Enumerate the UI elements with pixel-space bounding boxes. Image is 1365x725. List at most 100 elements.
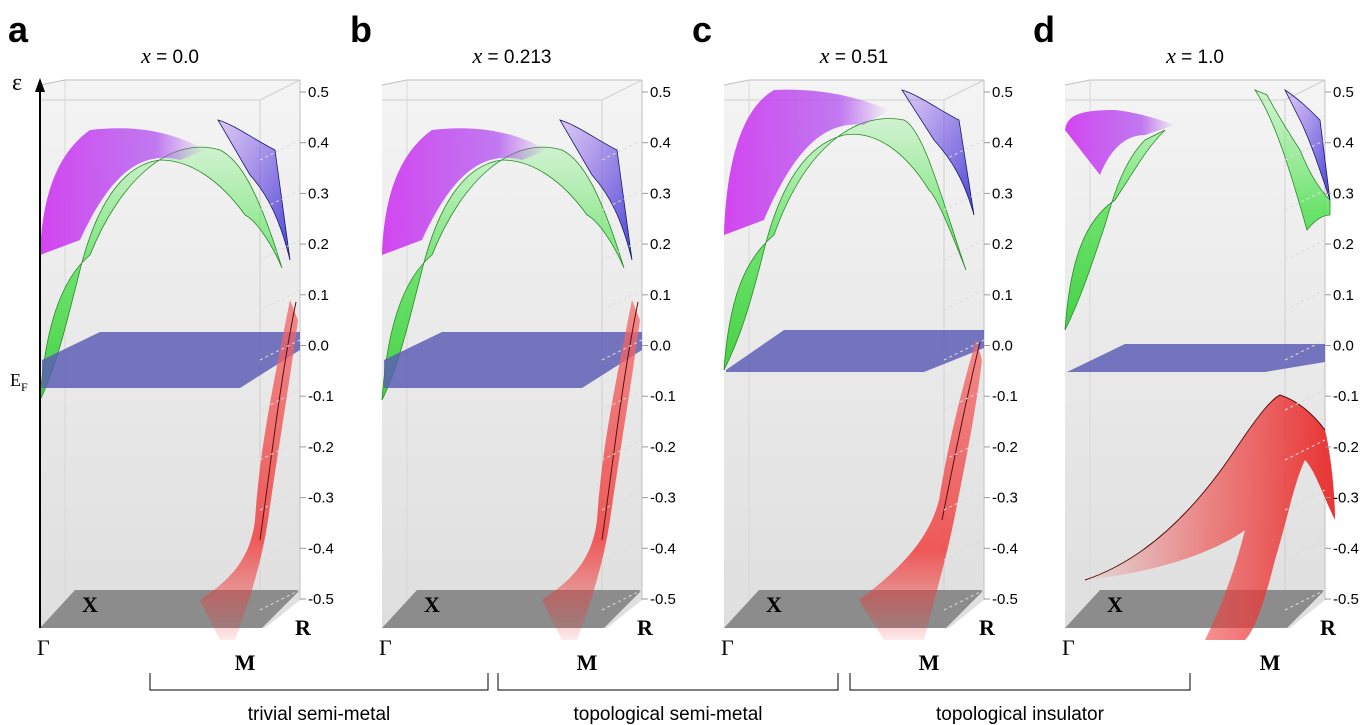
kpoint-gamma-label: Γ [37, 635, 50, 660]
conduction-band-magenta [1065, 110, 1175, 175]
right-wall-gridline [943, 239, 985, 261]
valence-band-red [859, 340, 982, 640]
right-wall-gridline [601, 239, 643, 261]
phase-bracket-line [149, 673, 489, 691]
conduction-band-magenta [40, 128, 205, 255]
energy-tick-label: 0.4 [1333, 135, 1354, 152]
right-wall-gridline [1284, 389, 1326, 411]
energy-tick-label: 0.0 [308, 338, 329, 355]
panel-b: 0.5 0.4 0.3 0.2 0.1 0.0 -0.1 -0.2 -0.3 -0.4 -0.5 b x… [350, 9, 676, 675]
kpoint-m-label: M [235, 650, 256, 675]
fermi-level-plane [384, 332, 642, 388]
kpoint-x-label: X [424, 592, 440, 617]
energy-tick-label: -0.1 [308, 388, 334, 405]
kpoint-m-label: M [1260, 650, 1281, 675]
valence-band-edge-line [941, 341, 981, 521]
right-wall-gridline [943, 589, 985, 611]
conduction-band-green [723, 118, 967, 371]
kpoint-x-label: X [766, 592, 782, 617]
kpoint-r-label: R [637, 615, 654, 640]
conduction-band-green [381, 146, 625, 401]
conduction-band-blue [217, 119, 291, 261]
right-wall-gridline [1284, 589, 1326, 611]
right-wall-gridline [601, 289, 643, 311]
energy-tick-label: -0.5 [650, 591, 676, 608]
energy-tick-label: -0.1 [1333, 388, 1359, 405]
energy-tick-label: -0.2 [308, 439, 334, 456]
right-wall-gridline [1284, 289, 1326, 311]
energy-tick-label: 0.4 [992, 135, 1013, 152]
energy-tick-label: -0.4 [1333, 540, 1359, 557]
energy-tick-label: -0.4 [650, 540, 676, 557]
energy-tick-label: -0.5 [1333, 591, 1359, 608]
right-wall-gridline [259, 439, 301, 461]
energy-tick-label: 0.2 [308, 236, 329, 253]
kpoint-r-label: R [1320, 615, 1337, 640]
energy-tick-label: 0.3 [1333, 185, 1354, 202]
kpoint-m-label: M [577, 650, 598, 675]
right-wall-gridline [1284, 189, 1326, 211]
fermi-level-plane [1067, 344, 1325, 372]
energy-tick-label: 0.5 [1333, 84, 1354, 101]
fermi-energy-label: EF [10, 370, 28, 394]
right-wall-gridline [259, 389, 301, 411]
fermi-level-plane [42, 332, 300, 388]
kpoint-gamma-label: Γ [721, 635, 734, 660]
phase-bracket: trivial semi-metal [149, 673, 489, 725]
kpoint-m-label: M [919, 650, 940, 675]
valence-band-red [1085, 395, 1335, 640]
energy-tick-label: -0.5 [992, 591, 1018, 608]
panel-letter: d [1033, 9, 1055, 50]
energy-tick-label: -0.2 [650, 439, 676, 456]
right-wall-gridline [259, 289, 301, 311]
energy-tick-label: 0.5 [308, 84, 329, 101]
conduction-band-blue [1283, 88, 1331, 201]
kpoint-r-label: R [979, 615, 996, 640]
doping-label: x = 0.0 [140, 43, 199, 68]
phase-label: topological insulator [936, 704, 1105, 725]
valence-band-edge-line [259, 301, 297, 541]
energy-tick-label: 0.1 [992, 287, 1013, 304]
panel-letter: a [8, 9, 29, 50]
right-wall-gridline [601, 489, 643, 511]
energy-tick-label: -0.2 [1333, 439, 1359, 456]
phase-label: topological semi-metal [573, 704, 762, 725]
panel-c: 0.5 0.4 0.3 0.2 0.1 0.0 -0.1 -0.2 -0.3 -0.4 -0.5 c x… [692, 9, 1018, 675]
phase-label: trivial semi-metal [248, 704, 391, 725]
phase-bracket-line [849, 673, 1191, 691]
conduction-band-green [1064, 89, 1331, 331]
right-wall-gridline [601, 189, 643, 211]
energy-tick-label: 0.2 [650, 236, 671, 253]
energy-axis-arrowhead [35, 78, 45, 92]
right-wall-gridline [601, 339, 643, 361]
right-wall-gridline [1284, 489, 1326, 511]
energy-tick-label: 0.5 [992, 84, 1013, 101]
right-wall-gridline [259, 189, 301, 211]
valence-band-edge-line [1084, 394, 1326, 581]
energy-tick-label: -0.1 [992, 388, 1018, 405]
conduction-band-blue [901, 89, 975, 216]
right-wall-gridline [259, 539, 301, 561]
energy-tick-label: -0.3 [1333, 490, 1359, 507]
right-wall-gridline [1284, 439, 1326, 461]
right-wall-gridline [601, 439, 643, 461]
valence-band-edge-line [601, 301, 639, 541]
right-wall-gridline [943, 289, 985, 311]
energy-tick-label: 0.5 [650, 84, 671, 101]
energy-axis-symbol: ε [12, 70, 22, 96]
right-wall-gridline [943, 439, 985, 461]
conduction-band-blue [559, 119, 633, 261]
panel-d: 0.5 0.4 0.3 0.2 0.1 0.0 -0.1 -0.2 -0.3 -0.4 -0.5 d x… [1033, 9, 1359, 675]
energy-tick-label: 0.0 [992, 338, 1013, 355]
energy-tick-label: 0.0 [650, 338, 671, 355]
right-wall-gridline [1284, 339, 1326, 361]
right-wall-gridline [601, 589, 643, 611]
panel-a: 0.5 0.4 0.3 0.2 0.1 0.0 -0.1 -0.2 -0.3 -0.4 -0.5 a x… [8, 9, 334, 675]
energy-tick-label: 0.1 [308, 287, 329, 304]
right-wall-gridline [943, 139, 985, 161]
fermi-level-plane [726, 330, 984, 372]
right-wall-gridline [1284, 139, 1326, 161]
kpoint-x-label: X [1107, 592, 1123, 617]
phase-bracket: topological semi-metal [497, 673, 839, 725]
